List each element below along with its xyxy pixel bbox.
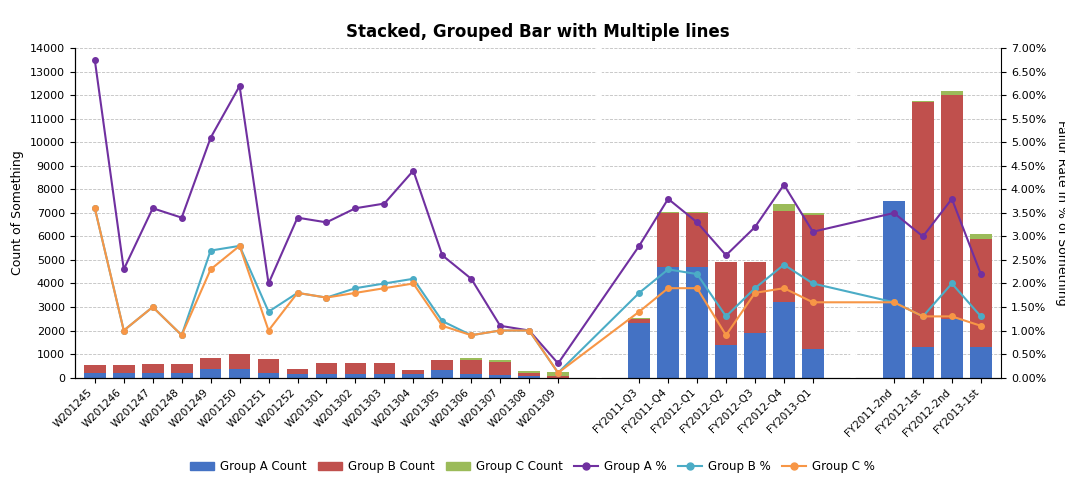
Bar	[773, 204, 794, 211]
Bar	[315, 363, 338, 374]
Bar	[258, 359, 279, 373]
Y-axis label: Failur Rate in % of Something: Failur Rate in % of Something	[1055, 120, 1065, 306]
Bar	[403, 374, 424, 378]
Bar	[519, 373, 540, 377]
Bar	[170, 364, 193, 373]
Bar	[716, 345, 737, 378]
Bar	[744, 262, 766, 333]
Bar	[431, 360, 453, 370]
Bar	[113, 373, 134, 378]
Bar	[460, 374, 482, 378]
Bar	[912, 101, 934, 103]
Bar	[657, 212, 679, 213]
Bar	[912, 103, 934, 347]
Y-axis label: Count of Something: Count of Something	[11, 151, 24, 275]
Bar	[200, 369, 222, 378]
Bar	[142, 373, 164, 378]
Bar	[286, 374, 309, 378]
Bar	[113, 364, 134, 373]
Bar	[286, 369, 309, 374]
Bar	[170, 373, 193, 378]
Bar	[686, 213, 708, 267]
Bar	[773, 211, 794, 302]
Bar	[912, 347, 934, 378]
Bar	[941, 319, 963, 378]
Bar	[970, 239, 992, 347]
Bar	[489, 375, 511, 378]
Legend: Group A Count, Group B Count, Group C Count, Group A %, Group B %, Group C %: Group A Count, Group B Count, Group C Co…	[185, 455, 880, 478]
Bar	[229, 369, 250, 378]
Bar	[142, 364, 164, 373]
Bar	[489, 361, 511, 362]
Bar	[547, 377, 569, 378]
Bar	[315, 374, 338, 378]
Bar	[657, 213, 679, 267]
Bar	[941, 95, 963, 319]
Bar	[403, 370, 424, 374]
Bar	[547, 372, 569, 377]
Bar	[628, 319, 650, 323]
Bar	[802, 213, 823, 215]
Bar	[941, 91, 963, 95]
Bar	[345, 363, 366, 374]
Bar	[258, 373, 279, 378]
Bar	[374, 363, 395, 374]
Bar	[802, 349, 823, 378]
Bar	[628, 318, 650, 319]
Bar	[519, 371, 540, 373]
Bar	[489, 362, 511, 375]
Bar	[431, 370, 453, 378]
Bar	[628, 323, 650, 378]
Bar	[970, 234, 992, 239]
Bar	[460, 359, 482, 360]
Bar	[883, 201, 905, 378]
Bar	[802, 215, 823, 349]
Bar	[345, 374, 366, 378]
Bar	[84, 373, 105, 378]
Bar	[686, 267, 708, 378]
Bar	[460, 360, 482, 374]
Bar	[686, 212, 708, 213]
Bar	[84, 364, 105, 373]
Bar	[744, 333, 766, 378]
Bar	[229, 354, 250, 369]
Bar	[970, 347, 992, 378]
Bar	[657, 267, 679, 378]
Bar	[374, 374, 395, 378]
Bar	[200, 358, 222, 369]
Title: Stacked, Grouped Bar with Multiple lines: Stacked, Grouped Bar with Multiple lines	[346, 23, 730, 41]
Bar	[773, 302, 794, 378]
Bar	[716, 262, 737, 345]
Bar	[519, 377, 540, 378]
